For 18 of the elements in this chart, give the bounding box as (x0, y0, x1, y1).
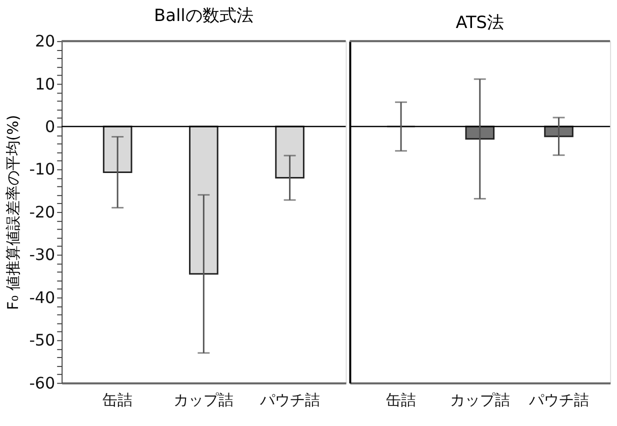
y-tick-label: -20 (29, 202, 56, 222)
y-tick-label: 10 (34, 74, 56, 94)
y-tick-label: 0 (45, 116, 56, 136)
chart-title: Ballの数式法 (154, 5, 254, 26)
y-axis-title: F₀ 値推算値誤差率の平均(%) (4, 114, 22, 310)
y-tick-label: -50 (29, 330, 56, 350)
chart-title: ATS法 (456, 12, 504, 32)
x-tick-label: パウチ詰 (528, 391, 589, 410)
y-tick-label: -60 (29, 373, 56, 392)
x-tick-label: 缶詰 (102, 391, 133, 410)
x-tick-label: カップ詰 (174, 391, 234, 410)
y-tick-label: -40 (29, 288, 56, 307)
x-tick-label: 缶詰 (386, 391, 416, 410)
y-tick-label: -10 (29, 160, 56, 179)
y-tick-label: 20 (34, 32, 56, 51)
y-tick-label: -30 (29, 245, 56, 264)
x-tick-label: パウチ詰 (258, 391, 320, 410)
x-tick-label: カップ詰 (450, 391, 510, 410)
